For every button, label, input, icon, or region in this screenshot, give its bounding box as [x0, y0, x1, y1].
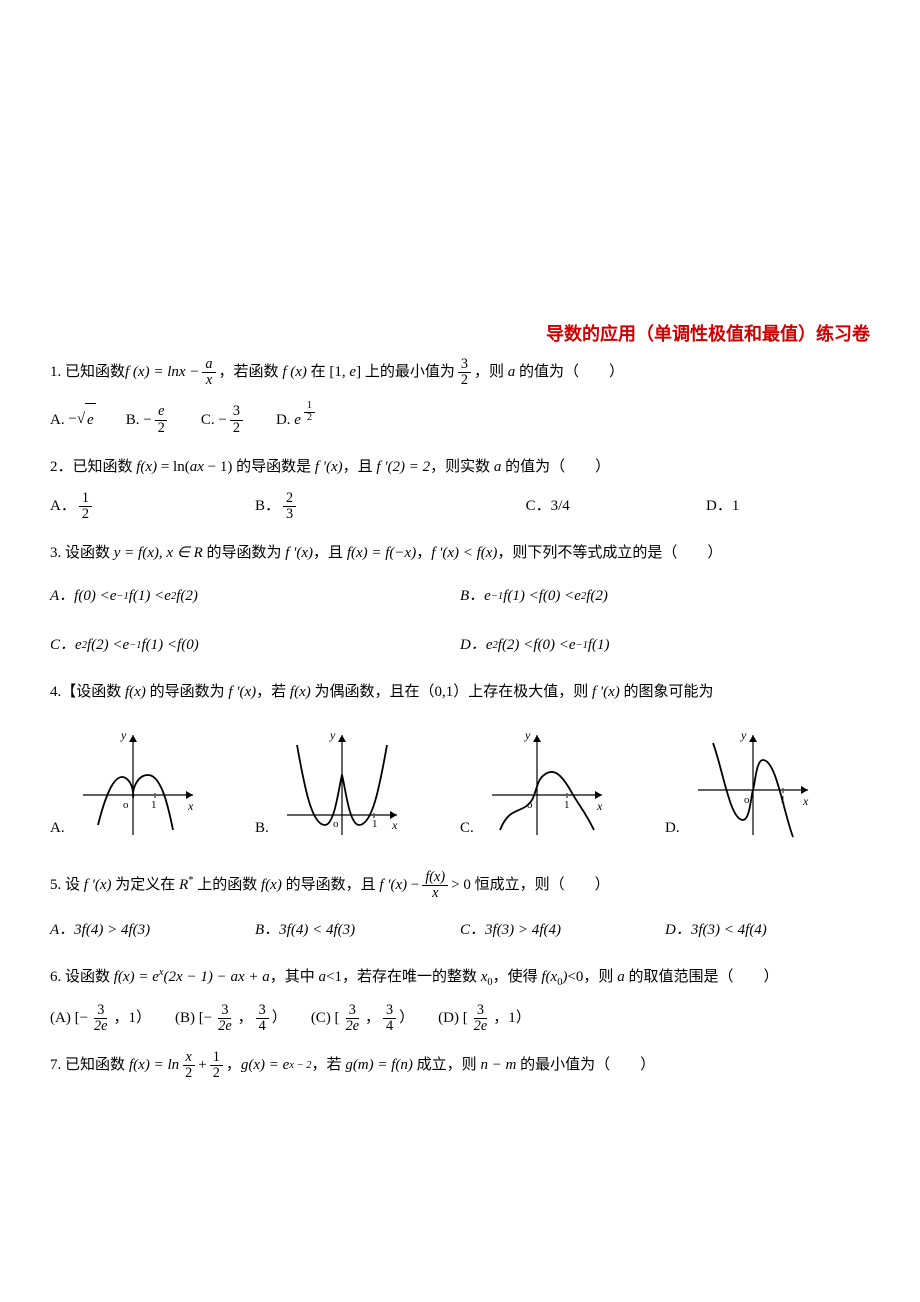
q3-opt-C: C．e2f(2) < e−1f(1) < f(0) [50, 629, 460, 662]
q3-opt-B: B．e−1f(1) < f(0) < e2f(2) [460, 580, 870, 613]
question-2: 2．已知函数 f(x) = ln(ax − 1) 的导函数是 f '(x)，且 … [50, 451, 870, 523]
question-7: 7. 已知函数 f(x) = ln x2 + 12 ， g(x) = ex − … [50, 1049, 870, 1082]
q5-opt-A: A．3f(4) > 4f(3) [50, 914, 255, 947]
q3-stem: 3. 设函数 y = f(x), x ∈ R 的导函数为 f '(x)，且 f(… [50, 537, 722, 570]
svg-text:1: 1 [564, 799, 570, 811]
q4-opt-B: B. x y o 1 [255, 725, 460, 845]
q3-opt-D: D．e2f(2) < f(0) < e−1f(1) [460, 629, 870, 662]
q6-stem: 6. 设函数 f(x) = ex(2x − 1) − ax + a，其中 a<1… [50, 961, 778, 994]
q6-opt-B: (B) [− 32e ， 34 ） [175, 1002, 287, 1035]
q1-frac-a-x: a x [202, 357, 215, 389]
q1-fx: f (x) = lnx − [125, 356, 199, 389]
q2-opt-B: B． 2 3 [255, 490, 526, 523]
q4-opt-D: D. x y o 1 [665, 725, 870, 845]
svg-text:y: y [740, 728, 747, 742]
q3-opt-A: A．f(0) < e−1f(1) < e2f(2) [50, 580, 460, 613]
svg-text:x: x [802, 794, 809, 808]
svg-text:x: x [391, 818, 398, 832]
q6-opt-C: (C) [ 32e ， 34 ） [311, 1002, 414, 1035]
q6-opt-A: (A) [− 32e ，1） [50, 1002, 151, 1035]
q1-frac-3-2: 3 2 [458, 357, 471, 389]
svg-text:1: 1 [151, 799, 157, 811]
q7-pre: 7. 已知函数 [50, 1049, 125, 1082]
svg-text:y: y [329, 728, 336, 742]
graph-C-icon: x y o 1 [482, 725, 612, 845]
q5-opt-C: C．3f(3) > 4f(4) [460, 914, 665, 947]
svg-text:x: x [596, 799, 603, 813]
q1-opt-B: B. − e 2 [126, 404, 171, 437]
question-1: 1. 已知函数 f (x) = lnx − a x ，若函数 f (x) 在 [… [50, 356, 870, 437]
q7-post: ，若 g(m) = f(n) 成立，则 n − m 的最小值为（ ） [312, 1049, 656, 1082]
q1-opt-C: C. − 3 2 [201, 404, 246, 437]
q1-stem-post: ，则 a 的值为（ ） [474, 356, 624, 389]
q5-opt-D: D．3f(3) < 4f(4) [665, 914, 870, 947]
question-5: 5. 设 f '(x) 为定义在 R* 上的函数 f(x) 的导函数，且 f '… [50, 869, 870, 947]
svg-text:o: o [744, 794, 750, 806]
q4-opt-A: A. x y o 1 [50, 725, 255, 845]
page-title: 导数的应用（单调性极值和最值）练习卷 [50, 318, 870, 350]
graph-D-icon: x y o 1 [688, 725, 818, 845]
q4-stem: 4.【设函数 f(x) 的导函数为 f '(x)，若 f(x) 为偶函数，且在（… [50, 676, 714, 709]
q2-opt-D: D．1 [706, 490, 870, 523]
q5-stem-pre: 5. 设 f '(x) 为定义在 R* 上的函数 f(x) 的导函数，且 f '… [50, 869, 419, 902]
q5-stem-post: > 0 恒成立，则（ ） [451, 869, 609, 902]
q2-opt-C: C．3/4 [526, 490, 706, 523]
q2-stem: 2．已知函数 f(x) = ln(ax − 1) 的导函数是 f '(x)，且 … [50, 451, 610, 484]
svg-text:o: o [123, 799, 129, 811]
graph-B-icon: x y o 1 [277, 725, 407, 845]
svg-text:1: 1 [372, 818, 378, 830]
q1-stem-mid: ，若函数 f (x) 在 [1, e] 上的最小值为 [219, 356, 455, 389]
q1-opt-A: A. −√e [50, 403, 96, 437]
question-6: 6. 设函数 f(x) = ex(2x − 1) − ax + a，其中 a<1… [50, 961, 870, 1035]
question-4: 4.【设函数 f(x) 的导函数为 f '(x)，若 f(x) 为偶函数，且在（… [50, 676, 870, 845]
q1-opt-D: D. e 1 2 [276, 404, 318, 437]
svg-text:x: x [187, 799, 194, 813]
svg-text:o: o [333, 818, 339, 830]
q1-stem-pre: 1. 已知函数 [50, 356, 125, 389]
q4-opt-C: C. x y o 1 [460, 725, 665, 845]
q6-opt-D: (D) [ 32e ，1） [438, 1002, 531, 1035]
q2-opt-A: A． 1 2 [50, 490, 255, 523]
q5-opt-B: B．3f(4) < 4f(3) [255, 914, 460, 947]
svg-text:y: y [524, 728, 531, 742]
svg-text:y: y [120, 728, 127, 742]
q5-frac: f(x) x [422, 870, 448, 902]
graph-A-icon: x y o 1 [73, 725, 203, 845]
question-3: 3. 设函数 y = f(x), x ∈ R 的导函数为 f '(x)，且 f(… [50, 537, 870, 662]
